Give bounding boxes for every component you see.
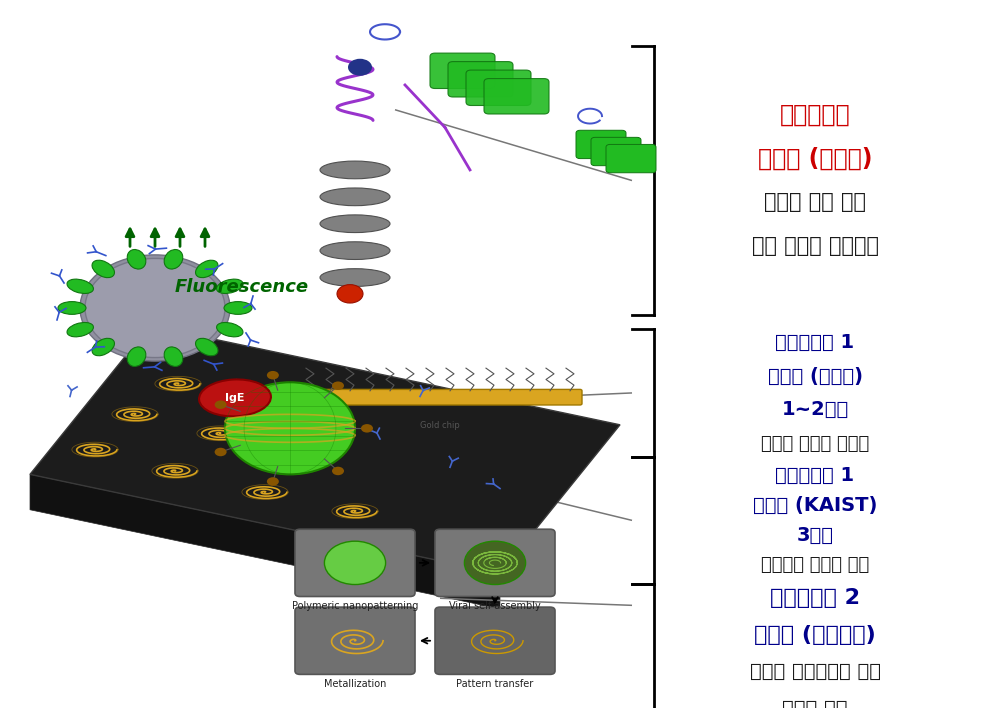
Ellipse shape	[196, 338, 218, 355]
Ellipse shape	[58, 302, 86, 314]
Ellipse shape	[320, 242, 390, 260]
Text: 심상준 (고려대): 심상준 (고려대)	[768, 367, 862, 385]
Text: IgE: IgE	[225, 393, 245, 403]
Circle shape	[80, 255, 230, 361]
Text: Viral self-assembly: Viral self-assembly	[449, 602, 541, 612]
Text: 이지원 (고려대): 이지원 (고려대)	[758, 147, 872, 171]
Text: 플랫폼 제작: 플랫폼 제작	[782, 700, 848, 708]
Text: 나노 단백질 제조기술: 나노 단백질 제조기술	[752, 236, 879, 256]
FancyBboxPatch shape	[435, 607, 555, 674]
Polygon shape	[30, 326, 620, 573]
FancyBboxPatch shape	[298, 389, 582, 405]
Text: Polymeric nanopatterning: Polymeric nanopatterning	[292, 602, 418, 612]
Text: 센서표면 기능화 기술: 센서표면 기능화 기술	[761, 556, 869, 574]
Text: 공동연구원 1: 공동연구원 1	[775, 467, 855, 485]
FancyBboxPatch shape	[591, 137, 641, 166]
Text: 유필진 (성균관대): 유필진 (성균관대)	[754, 625, 876, 645]
Circle shape	[225, 382, 355, 474]
Ellipse shape	[320, 161, 390, 178]
Text: Gold chip: Gold chip	[420, 421, 460, 430]
Text: Fluorescence: Fluorescence	[175, 278, 309, 296]
Circle shape	[348, 59, 372, 76]
Ellipse shape	[320, 188, 390, 206]
FancyBboxPatch shape	[435, 530, 555, 596]
Polygon shape	[30, 474, 500, 609]
Ellipse shape	[199, 379, 271, 416]
FancyBboxPatch shape	[295, 607, 415, 674]
Text: 3년차: 3년차	[796, 526, 834, 544]
Text: Metallization: Metallization	[324, 680, 386, 690]
FancyBboxPatch shape	[484, 79, 549, 114]
Text: 연구책임자: 연구책임자	[780, 103, 850, 127]
Ellipse shape	[320, 268, 390, 287]
Text: 임성감 (KAIST): 임성감 (KAIST)	[753, 496, 877, 515]
Circle shape	[464, 541, 526, 585]
FancyBboxPatch shape	[576, 130, 626, 159]
Circle shape	[215, 401, 227, 409]
Circle shape	[332, 382, 344, 390]
Text: 프로브 압타머 고정화: 프로브 압타머 고정화	[761, 435, 869, 453]
Text: 공동연구원 2: 공동연구원 2	[770, 588, 860, 608]
FancyBboxPatch shape	[448, 62, 513, 97]
Text: 압타머 접합 형광: 압타머 접합 형광	[764, 193, 866, 212]
Circle shape	[361, 424, 373, 433]
Circle shape	[267, 477, 279, 486]
Ellipse shape	[92, 338, 114, 355]
Text: Pattern transfer: Pattern transfer	[456, 680, 534, 690]
Circle shape	[337, 285, 363, 303]
Ellipse shape	[67, 279, 93, 294]
Ellipse shape	[164, 347, 183, 367]
Text: 1~2년차: 1~2년차	[781, 401, 849, 419]
Ellipse shape	[217, 279, 243, 294]
Ellipse shape	[320, 215, 390, 232]
Ellipse shape	[196, 261, 218, 278]
Ellipse shape	[217, 322, 243, 337]
Ellipse shape	[67, 322, 93, 337]
FancyBboxPatch shape	[466, 70, 531, 105]
Text: 공동연구원 1: 공동연구원 1	[775, 333, 855, 351]
Circle shape	[267, 371, 279, 379]
Text: 고차원 나노구조체 센서: 고차원 나노구조체 센서	[750, 663, 881, 681]
Ellipse shape	[127, 249, 146, 269]
Ellipse shape	[127, 347, 146, 367]
Circle shape	[215, 447, 227, 456]
FancyBboxPatch shape	[430, 53, 495, 88]
Ellipse shape	[92, 261, 114, 278]
Circle shape	[85, 258, 225, 358]
Circle shape	[332, 467, 344, 475]
FancyBboxPatch shape	[606, 144, 656, 173]
FancyBboxPatch shape	[295, 530, 415, 596]
Ellipse shape	[224, 302, 252, 314]
Ellipse shape	[164, 249, 183, 269]
Circle shape	[324, 541, 386, 585]
